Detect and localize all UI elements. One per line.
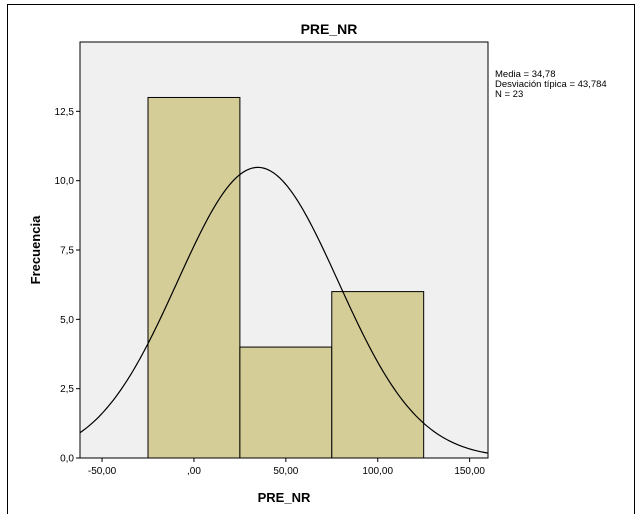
- histogram-bar: [147, 96, 241, 459]
- x-tick-label: -50,00: [88, 466, 117, 477]
- x-axis-label: PRE_NR: [258, 490, 311, 505]
- x-tick-label: ,00: [187, 466, 201, 477]
- stats-box: Media = 34,78 Desviación típica = 43,784…: [495, 69, 607, 100]
- y-axis: 0,0 2,5 5,0 7,5 10,0 12,5: [55, 107, 80, 465]
- chart-title: PRE_NR: [301, 21, 358, 37]
- x-tick-label: 100,00: [362, 466, 393, 477]
- stat-std-dev: Desviación típica = 43,784: [495, 79, 607, 90]
- y-tick-label: 5,0: [60, 315, 74, 326]
- y-axis-label: Frecuencia: [28, 215, 43, 284]
- y-tick-label: 10,0: [55, 176, 75, 187]
- stat-n: N = 23: [495, 89, 523, 100]
- histogram-bar: [239, 346, 333, 459]
- x-axis: -50,00 ,00 50,00 100,00 150,00: [88, 458, 485, 477]
- stat-mean: Media = 34,78: [495, 69, 555, 80]
- y-tick-label: 2,5: [60, 384, 74, 395]
- x-tick-label: 150,00: [454, 466, 485, 477]
- y-tick-label: 12,5: [55, 107, 75, 118]
- y-tick-label: 0,0: [60, 454, 74, 465]
- histogram-bar: [331, 291, 425, 459]
- x-tick-label: 50,00: [273, 466, 298, 477]
- y-tick-label: 7,5: [60, 246, 74, 257]
- normal-curve: [79, 166, 489, 454]
